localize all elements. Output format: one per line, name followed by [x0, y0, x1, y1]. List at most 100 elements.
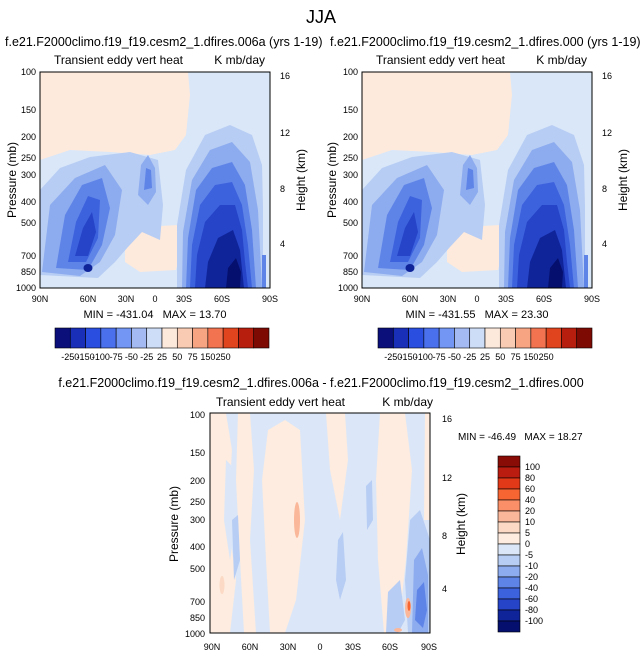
panel-c-colorbar-label: -100 — [525, 616, 543, 626]
panel-c-ytick: 1000 — [185, 629, 205, 639]
panel-a-colorbar-swatch — [115, 327, 132, 349]
panel-a-y2-axis: 16 12 8 4 — [280, 71, 290, 249]
panel-b-colorbar-swatch — [469, 327, 486, 349]
panel-a-xtick: 0 — [152, 294, 157, 304]
panel-c-y2-axis: 16 12 8 4 — [442, 414, 452, 594]
panel-c-colorbar-swatch — [497, 477, 521, 490]
panel-a-ytick: 500 — [21, 218, 36, 228]
panel-c-xtick: 90S — [421, 642, 437, 652]
panel-a-colorbar-swatch — [192, 327, 209, 349]
panel-c-ytick: 400 — [190, 542, 205, 552]
panel-a-y2tick: 4 — [280, 239, 285, 249]
panel-c-colorbar-label: 60 — [525, 484, 535, 494]
panel-a-xtick: 30N — [118, 294, 135, 304]
panel-a-xtick: 60N — [80, 294, 97, 304]
panel-c-y-axis: 100 150 200 250 300 400 500 700 850 1000 — [185, 410, 205, 639]
panel-b-colorbar-label: 150 — [523, 352, 538, 362]
panel-c-xtick: 0 — [317, 642, 322, 652]
panel-c-colorbar-swatch — [497, 620, 521, 633]
panel-b-stats: MIN = -431.55 MAX = 23.30 — [405, 309, 548, 321]
panel-c-ylabel: Pressure (mb) — [167, 486, 181, 562]
panel-b-colorbar-label: 250 — [539, 352, 554, 362]
panel-b-xtick: 60S — [536, 294, 552, 304]
panel-b-colorbar-label: -250 — [384, 352, 402, 362]
panel-a-colorbar-swatch — [54, 327, 71, 349]
panel-c-colorbar-label: -10 — [525, 561, 538, 571]
panel-b-colorbar-swatch — [484, 327, 501, 349]
panel-b-colorbar-swatch — [392, 327, 409, 349]
panel-a-xtick: 30S — [176, 294, 192, 304]
panel-a-ytick: 250 — [21, 153, 36, 163]
panel-c-subtitle-left: Transient eddy vert heat — [216, 395, 346, 409]
panel-a-colorbar-label: 25 — [157, 352, 167, 362]
panel-b-colorbar-label: -25 — [463, 352, 476, 362]
panel-c-colorbar-swatch — [497, 532, 521, 545]
panel-b-y-axis: 100 150 200 250 300 400 500 700 850 1000 — [338, 67, 358, 293]
panel-a-title: f.e21.F2000climo.f19_f19.cesm2_1.dfires.… — [5, 35, 323, 49]
panel-c-colorbar-swatch — [497, 466, 521, 479]
panel-b-y2tick: 12 — [602, 128, 612, 138]
panel-a-colorbar: -250-150-100 -75 -50 -25 25 50 75 150 250 — [54, 327, 270, 362]
panel-a-y-axis: 100 150 200 250 300 400 500 700 850 1000 — [16, 67, 36, 293]
panel-a-y2label: Height (km) — [294, 149, 308, 211]
panel-b-colorbar-swatch — [576, 327, 593, 349]
panel-b-contour-field — [362, 72, 592, 288]
panel-c-ytick: 700 — [190, 597, 205, 607]
panel-b-colorbar: -250-150-100 -75 -50 -25 25 50 75 150 250 — [377, 327, 593, 362]
panel-b-ytick: 150 — [343, 105, 358, 115]
panel-b-colorbar-label: 50 — [495, 352, 505, 362]
panel-c-colorbar-label: -80 — [525, 605, 538, 615]
panel-a-subtitle-left: Transient eddy vert heat — [54, 53, 184, 67]
panel-b-colorbar-swatch — [515, 327, 532, 349]
panel-b-ytick: 400 — [343, 197, 358, 207]
panel-a-x-axis: 90N 60N 30N 0 30S 60S 90S — [32, 294, 278, 304]
panel-a-ytick: 150 — [21, 105, 36, 115]
panel-c-colorbar-swatch — [497, 565, 521, 578]
panel-b-y2tick: 4 — [602, 239, 607, 249]
panel-a-y2tick: 12 — [280, 128, 290, 138]
panel-a-colorbar-label: -100 — [92, 352, 110, 362]
panel-c-stats: MIN = -46.49 MAX = 18.27 — [458, 432, 583, 443]
panel-a-ytick: 300 — [21, 170, 36, 180]
panel-c-ytick: 850 — [190, 613, 205, 623]
panel-a-ytick: 400 — [21, 197, 36, 207]
panel-b-colorbar-swatch — [454, 327, 471, 349]
panel-c-colorbar-swatch — [497, 609, 521, 622]
panel-b-colorbar-label: -75 — [433, 352, 446, 362]
panel-b-colorbar-label: -150 — [400, 352, 418, 362]
panel-b-xtick: 90N — [354, 294, 371, 304]
panel-b-colorbar-swatch — [438, 327, 455, 349]
panel-c-ytick: 100 — [190, 410, 205, 420]
panel-a-xtick: 60S — [214, 294, 230, 304]
panel-a-ytick: 1000 — [16, 283, 36, 293]
panel-b-ytick: 300 — [343, 170, 358, 180]
panel-a-colorbar-label: 75 — [188, 352, 198, 362]
panel-c-colorbar-swatch — [497, 488, 521, 501]
panel-c-colorbar-label: -20 — [525, 572, 538, 582]
panel-b-xtick: 30N — [440, 294, 457, 304]
panel-c-colorbar-label: 10 — [525, 517, 535, 527]
panel-a-colorbar-swatch — [222, 327, 239, 349]
panel-b-ytick: 200 — [343, 132, 358, 142]
panel-c-colorbar-swatch — [497, 521, 521, 534]
panel-c-y2label: Height (km) — [454, 493, 468, 555]
panel-c-contour-field — [210, 413, 430, 633]
panel-b-title: f.e21.F2000climo.f19_f19.cesm2_1.dfires.… — [330, 35, 641, 49]
panel-a-colorbar-label: -75 — [110, 352, 123, 362]
panel-b-colorbar-swatch — [561, 327, 578, 349]
panel-a-ytick: 100 — [21, 67, 36, 77]
panel-c: f.e21.F2000climo.f19_f19.cesm2_1.dfires.… — [58, 376, 583, 652]
panel-b-xtick: 30S — [498, 294, 514, 304]
panel-a-y2tick: 16 — [280, 71, 290, 81]
panel-b-colorbar-label: 75 — [511, 352, 521, 362]
panel-b-colorbar-swatch — [423, 327, 440, 349]
panel-a-ylabel: Pressure (mb) — [5, 142, 19, 218]
panel-a-xtick: 90S — [262, 294, 278, 304]
panel-b-xtick: 90S — [584, 294, 600, 304]
panel-a-colorbar-swatch — [176, 327, 193, 349]
panel-b-xtick: 0 — [474, 294, 479, 304]
panel-b-colorbar-swatch — [408, 327, 425, 349]
panel-a-ytick: 200 — [21, 132, 36, 142]
